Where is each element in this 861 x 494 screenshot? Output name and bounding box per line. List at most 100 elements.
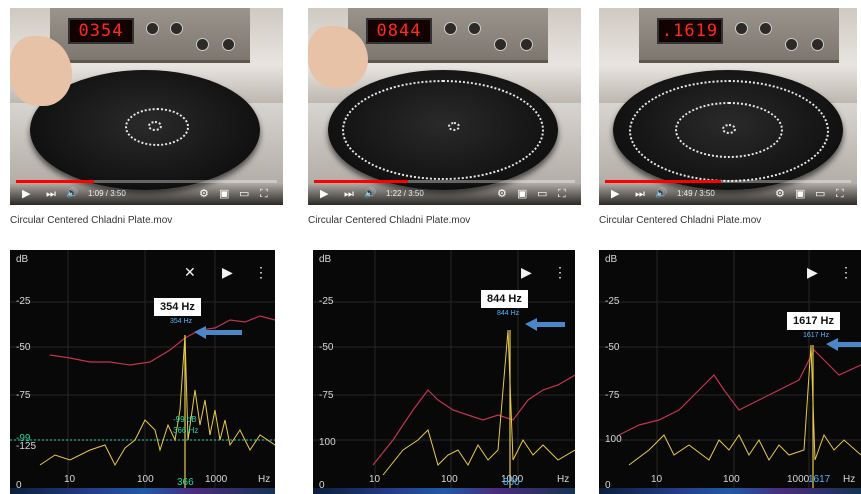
x-tick: 1000 — [787, 474, 810, 485]
spectrum-panel-1: dB -25 -50 -75 -99 -125 0 10 100 1000 Hz… — [10, 250, 275, 494]
function-generator: .1619 — [639, 8, 839, 63]
progress-fill — [16, 180, 95, 183]
miniplayer-icon[interactable]: ▣ — [219, 188, 230, 200]
video-controls: ▶ ⏭ 🔊 1:22 / 3:50 ⚙ ▣ ▭ ⛶ — [308, 183, 581, 205]
theater-icon[interactable]: ▭ — [537, 188, 548, 200]
fullscreen-icon[interactable]: ⛶ — [260, 188, 268, 200]
time-display: 1:09 / 3:50 — [88, 189, 126, 198]
peak-frequency-label: 354 Hz — [154, 298, 201, 316]
volume-icon[interactable]: 🔊 — [364, 188, 377, 199]
settings-icon[interactable]: ⚙ — [199, 188, 209, 200]
close-icon[interactable]: ✕ — [184, 264, 196, 280]
play-icon[interactable]: ▶ — [807, 264, 818, 280]
spectrum-plot — [313, 250, 575, 490]
miniplayer-icon[interactable]: ▣ — [517, 188, 528, 200]
y-tick: -99 — [16, 433, 31, 444]
more-icon[interactable]: ⋮ — [254, 264, 268, 280]
more-icon[interactable]: ⋮ — [839, 264, 853, 280]
settings-icon[interactable]: ⚙ — [775, 188, 785, 200]
hand — [10, 36, 72, 106]
spectrogram-strip — [10, 488, 275, 494]
sand-ring — [342, 80, 544, 180]
settings-icon[interactable]: ⚙ — [497, 188, 507, 200]
y-axis-zero: 0 — [319, 480, 325, 491]
theater-icon[interactable]: ▭ — [239, 188, 250, 200]
y-tick: -50 — [319, 342, 334, 353]
video-caption-1[interactable]: Circular Centered Chladni Plate.mov — [10, 215, 173, 226]
peak-frequency-label: 844 Hz — [481, 290, 528, 308]
y-tick: -25 — [16, 296, 31, 307]
knob-icon — [222, 38, 235, 51]
time-display: 1:22 / 3:50 — [386, 189, 424, 198]
knob-icon — [146, 22, 159, 35]
x-axis-unit: Hz — [843, 474, 856, 485]
sand-ring — [629, 80, 829, 182]
video-player-1[interactable]: 0354 ▶ ⏭ 🔊 1:09 / 3:50 ⚙ ▣ ▭ ⛶ — [10, 8, 283, 205]
y-tick: 100 — [605, 434, 622, 445]
spectrogram-strip — [313, 488, 575, 494]
knob-icon — [759, 22, 772, 35]
x-axis-unit: Hz — [557, 474, 570, 485]
spectrum-plot — [599, 250, 861, 490]
knob-icon — [520, 38, 533, 51]
arrow-icon — [826, 338, 861, 351]
cursor-hz-tag: 366 Hz — [173, 426, 199, 435]
arrow-icon — [194, 326, 242, 339]
x-axis-unit: Hz — [258, 474, 271, 485]
hand — [308, 26, 368, 88]
knob-icon — [785, 38, 798, 51]
cursor-frequency: 850 — [503, 477, 520, 488]
max-hold-trace — [618, 348, 861, 436]
x-tick: 1000 — [501, 474, 524, 485]
spectrum-plot — [10, 250, 275, 490]
grid-lines — [10, 250, 275, 490]
play-icon[interactable]: ▶ — [222, 264, 233, 280]
progress-bar[interactable] — [605, 180, 851, 183]
next-icon[interactable]: ⏭ — [344, 188, 354, 200]
knob-icon — [494, 38, 507, 51]
grid-lines — [599, 250, 861, 490]
sand-ring — [675, 102, 783, 158]
play-icon[interactable]: ▶ — [521, 264, 532, 280]
video-player-3[interactable]: .1619 ▶ ⏭ 🔊 1:49 / 3:50 ⚙ ▣ ▭ ⛶ — [599, 8, 857, 205]
play-icon[interactable]: ▶ — [22, 188, 31, 200]
x-tick: 10 — [64, 474, 76, 485]
chladni-plate — [328, 70, 558, 190]
miniplayer-icon[interactable]: ▣ — [795, 188, 806, 200]
max-hold-trace — [49, 315, 275, 366]
play-icon[interactable]: ▶ — [320, 188, 329, 200]
y-axis-zero: 0 — [605, 480, 611, 491]
live-spectrum-trace — [628, 344, 861, 466]
video-caption-3[interactable]: Circular Centered Chladni Plate.mov — [599, 215, 762, 226]
video-player-2[interactable]: 0844 ▶ ⏭ 🔊 1:22 / 3:50 ⚙ ▣ ▭ ⛶ — [308, 8, 581, 205]
next-icon[interactable]: ⏭ — [635, 188, 645, 200]
theater-icon[interactable]: ▭ — [815, 188, 826, 200]
sand-center — [148, 121, 162, 131]
peak-frequency-small: 844 Hz — [497, 310, 520, 317]
knob-icon — [196, 38, 209, 51]
volume-icon[interactable]: 🔊 — [655, 188, 668, 199]
x-tick: 100 — [441, 474, 458, 485]
x-tick: 1000 — [205, 474, 228, 485]
grid-lines — [313, 250, 575, 490]
progress-fill — [605, 180, 721, 183]
video-caption-2[interactable]: Circular Centered Chladni Plate.mov — [308, 215, 471, 226]
next-icon[interactable]: ⏭ — [46, 188, 56, 200]
y-tick: 100 — [319, 437, 336, 448]
sand-center — [448, 122, 460, 131]
volume-icon[interactable]: 🔊 — [66, 188, 79, 199]
more-icon[interactable]: ⋮ — [553, 264, 567, 280]
live-spectrum-trace — [39, 334, 275, 467]
fullscreen-icon[interactable]: ⛶ — [558, 188, 566, 200]
fullscreen-icon[interactable]: ⛶ — [836, 188, 844, 200]
y-tick: -25 — [319, 296, 334, 307]
progress-fill — [314, 180, 408, 183]
sand-center — [722, 124, 736, 134]
knob-icon — [444, 22, 457, 35]
x-tick-peak: 1617 — [808, 474, 831, 485]
progress-bar[interactable] — [16, 180, 277, 183]
play-icon[interactable]: ▶ — [611, 188, 620, 200]
knob-icon — [811, 38, 824, 51]
progress-bar[interactable] — [314, 180, 575, 183]
video-controls: ▶ ⏭ 🔊 1:49 / 3:50 ⚙ ▣ ▭ ⛶ — [599, 183, 857, 205]
